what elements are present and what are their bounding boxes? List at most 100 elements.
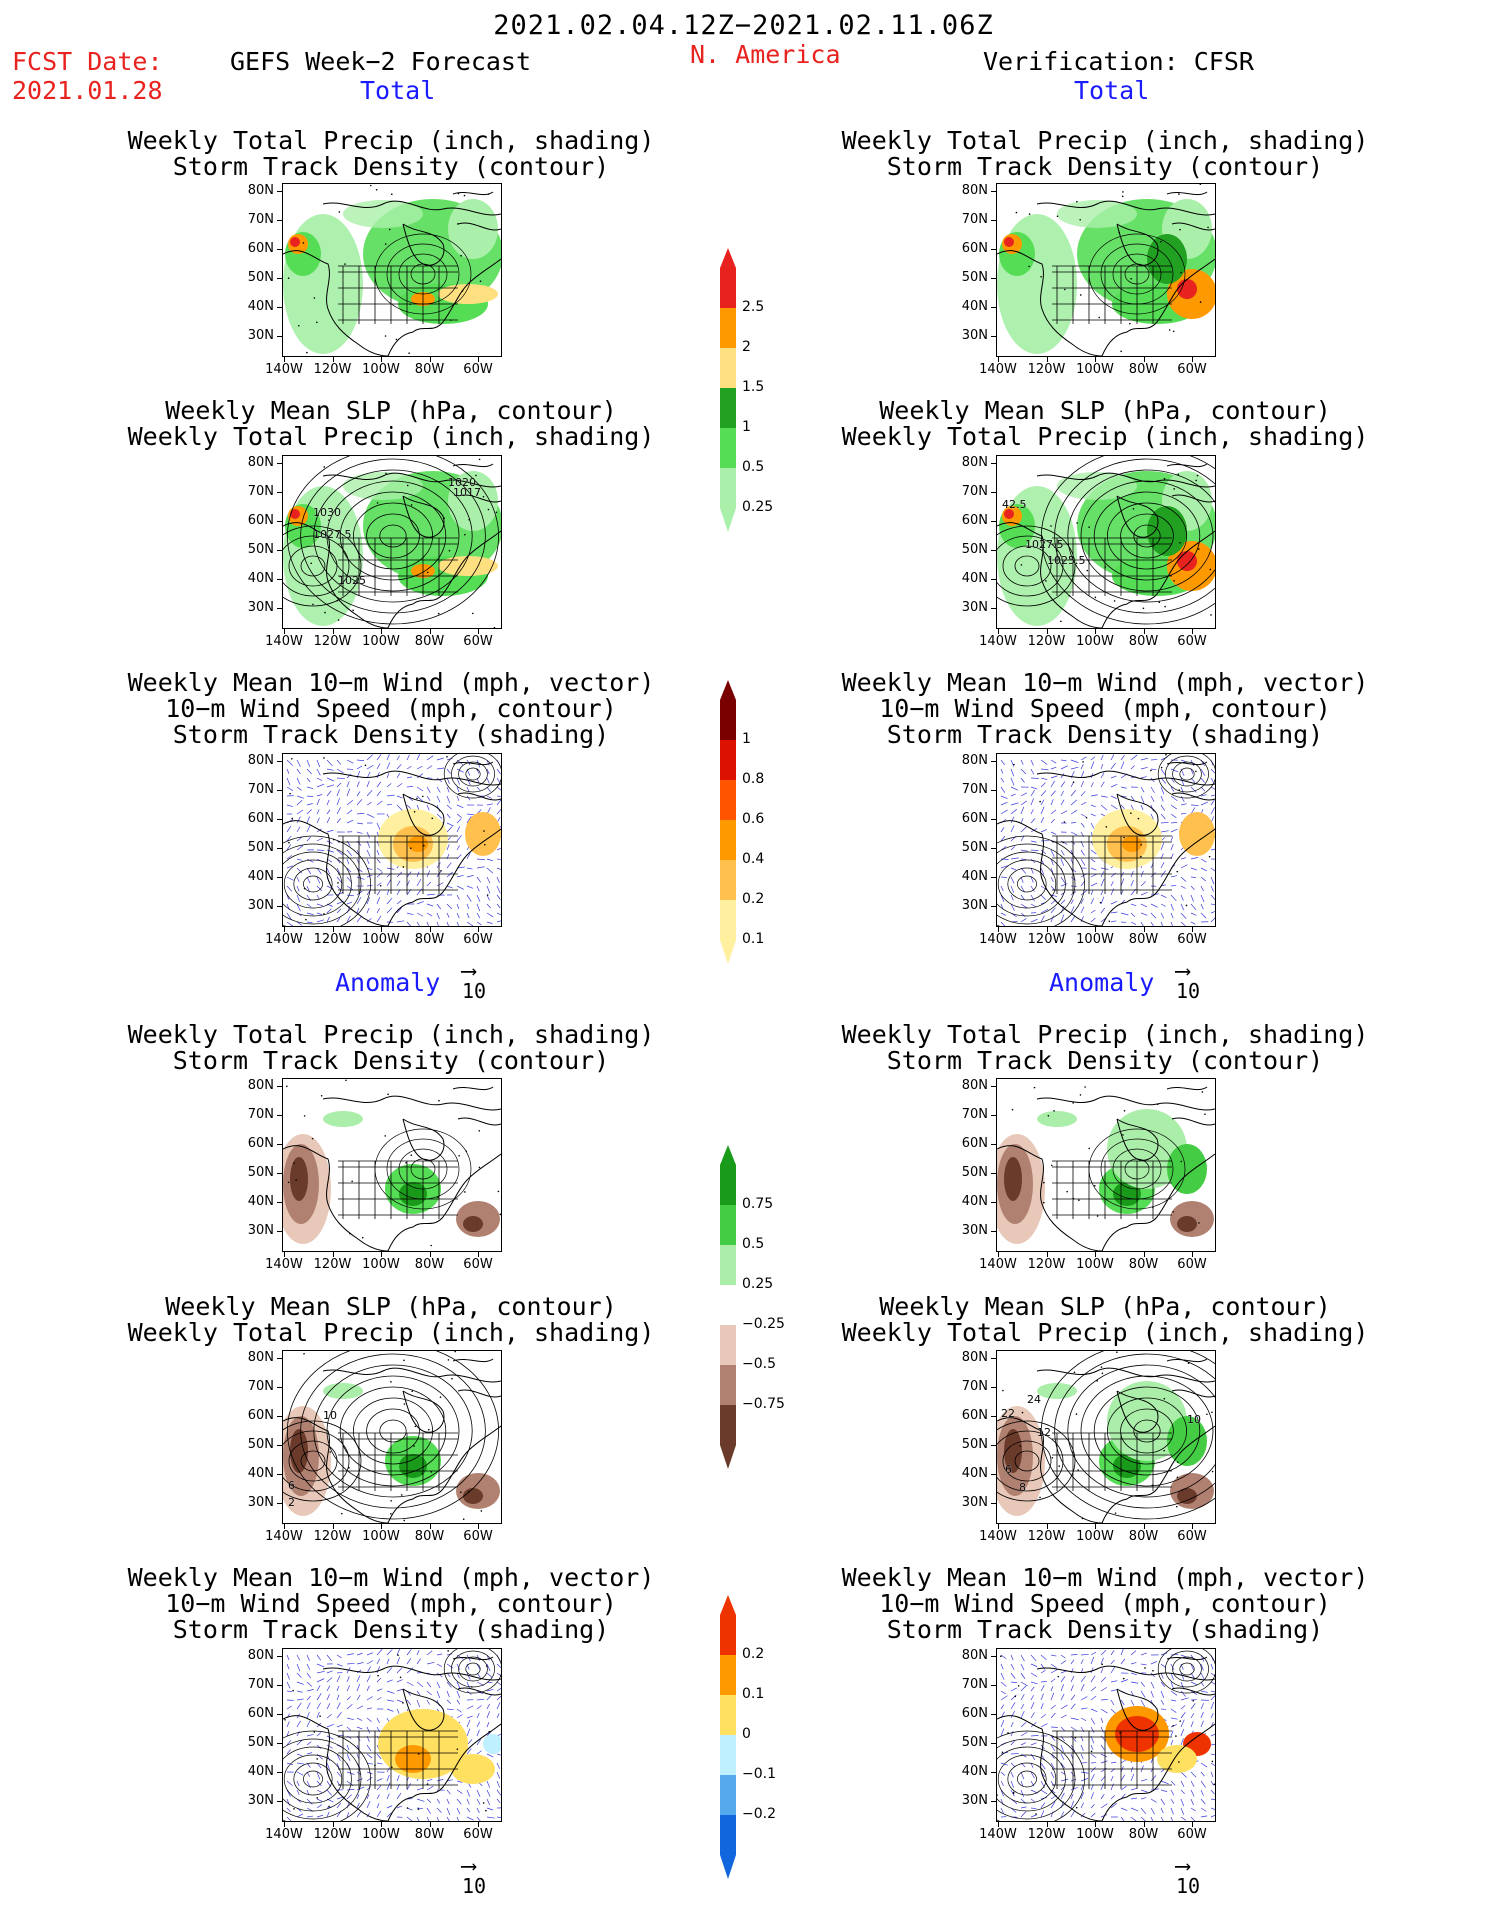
lat-tick [991, 1173, 996, 1174]
lon-tick [429, 629, 431, 634]
lon-tick [478, 357, 479, 362]
lat-label: 40N [247, 299, 274, 314]
lat-tick [277, 463, 282, 464]
lat-tick [277, 877, 282, 878]
lat-label: 80N [247, 1078, 274, 1093]
lat-tick [991, 249, 996, 250]
lat-label: 50N [961, 542, 988, 557]
lon-tick [1192, 1252, 1193, 1257]
lat-label: 40N [247, 869, 274, 884]
lat-tick [991, 307, 996, 308]
lat-tick [277, 307, 282, 308]
lon-label: 80W [414, 1827, 445, 1842]
lat-label: 70N [961, 782, 988, 797]
lon-tick [998, 1822, 999, 1827]
colorbar-segment [720, 1775, 736, 1815]
lon-label: 80W [1128, 362, 1159, 377]
lon-label: 60W [1177, 362, 1207, 377]
contour-label: 1030 [313, 506, 341, 519]
lon-tick [284, 629, 285, 634]
panel-title-line: 10−m Wind Speed (mph, contour) [879, 694, 1331, 723]
colorbar-bottom-triangle [720, 1445, 736, 1469]
lon-label: 140W [265, 362, 303, 377]
lat-label: 70N [961, 212, 988, 227]
colorbar-segment [720, 1815, 736, 1855]
lat-tick [991, 1231, 996, 1232]
lat-label: 40N [961, 869, 988, 884]
storm-track-anomaly-colorbar [720, 1595, 736, 1879]
lat-tick [991, 906, 996, 907]
lon-label: 120W [313, 634, 352, 649]
colorbar-segment [720, 1165, 736, 1205]
lon-tick [1046, 1524, 1048, 1529]
lat-tick [991, 1416, 996, 1417]
panel-title-line: Storm Track Density (shading) [886, 720, 1324, 749]
vector-reference-value: 10 [462, 1874, 487, 1898]
lon-label: 80W [414, 932, 445, 947]
lat-tick [277, 492, 282, 493]
lon-label: 120W [1027, 932, 1066, 947]
lat-label: 30N [247, 1793, 274, 1808]
colorbar-label: 0.2 [742, 1646, 765, 1662]
contour-label: 1027.5 [1025, 538, 1064, 551]
lat-label: 60N [247, 1408, 274, 1423]
lat-tick [277, 1743, 282, 1744]
cfsr-wind-anomaly-map [996, 1648, 1216, 1822]
lon-label: 80W [1128, 1827, 1159, 1842]
lat-tick [277, 1801, 282, 1802]
lon-label: 140W [979, 1257, 1017, 1272]
panel-title-line: Weekly Total Precip (inch, shading) [841, 126, 1369, 155]
lon-label: 60W [1177, 1827, 1207, 1842]
lat-label: 40N [961, 1466, 988, 1481]
colorbar-segment [720, 1365, 736, 1405]
colorbar-label: −0.25 [742, 1316, 785, 1332]
lon-label: 120W [1027, 1257, 1066, 1272]
lat-tick [277, 1086, 282, 1087]
cfsr-wind-total-map [996, 753, 1216, 927]
lon-label: 140W [979, 932, 1017, 947]
lat-label: 30N [247, 328, 274, 343]
vector-reference-value: 10 [1176, 979, 1201, 1003]
section-total-right: Total [1074, 76, 1150, 105]
lon-tick [332, 1524, 334, 1529]
colorbar-segment [720, 1695, 736, 1735]
colorbar-label: 0.6 [742, 811, 765, 827]
lon-tick [381, 357, 382, 362]
lon-label: 140W [265, 1529, 303, 1544]
lon-label: 80W [414, 634, 445, 649]
lat-label: 70N [961, 484, 988, 499]
lon-tick [998, 927, 999, 932]
lat-label: 80N [247, 1350, 274, 1365]
contour-label: 42.5 [1002, 498, 1027, 511]
lat-tick [991, 1656, 996, 1657]
panel-title-line: Weekly Mean 10−m Wind (mph, vector) [127, 1563, 655, 1592]
lat-label: 60N [961, 1706, 988, 1721]
lon-label: 60W [1177, 634, 1207, 649]
lat-label: 70N [247, 484, 274, 499]
lat-label: 80N [247, 753, 274, 768]
lon-label: 80W [1128, 1257, 1159, 1272]
lon-label: 80W [1128, 634, 1159, 649]
lat-tick [277, 278, 282, 279]
colorbar-label: 2.5 [742, 299, 765, 315]
lat-label: 70N [247, 1677, 274, 1692]
lat-label: 40N [247, 1764, 274, 1779]
panel-title-line: Storm Track Density (shading) [172, 1615, 610, 1644]
lat-label: 80N [961, 1078, 988, 1093]
lat-label: 30N [961, 1793, 988, 1808]
lon-tick [332, 1252, 334, 1257]
lon-label: 60W [1177, 932, 1207, 947]
lon-label: 140W [265, 634, 303, 649]
lat-tick [991, 761, 996, 762]
colorbar-top-triangle [720, 248, 736, 268]
vector-reference: ⟶ 10 [462, 961, 486, 1004]
lon-tick [284, 1524, 285, 1529]
lon-label: 100W [362, 634, 400, 649]
colorbar-top-triangle [720, 680, 736, 700]
lon-tick [478, 629, 479, 634]
gefs-precip-anomaly-map [282, 1078, 502, 1252]
lat-label: 30N [961, 898, 988, 913]
gefs-precip-total-map [282, 183, 502, 357]
lat-label: 40N [961, 1194, 988, 1209]
panel-title-line: 10−m Wind Speed (mph, contour) [165, 1589, 617, 1618]
